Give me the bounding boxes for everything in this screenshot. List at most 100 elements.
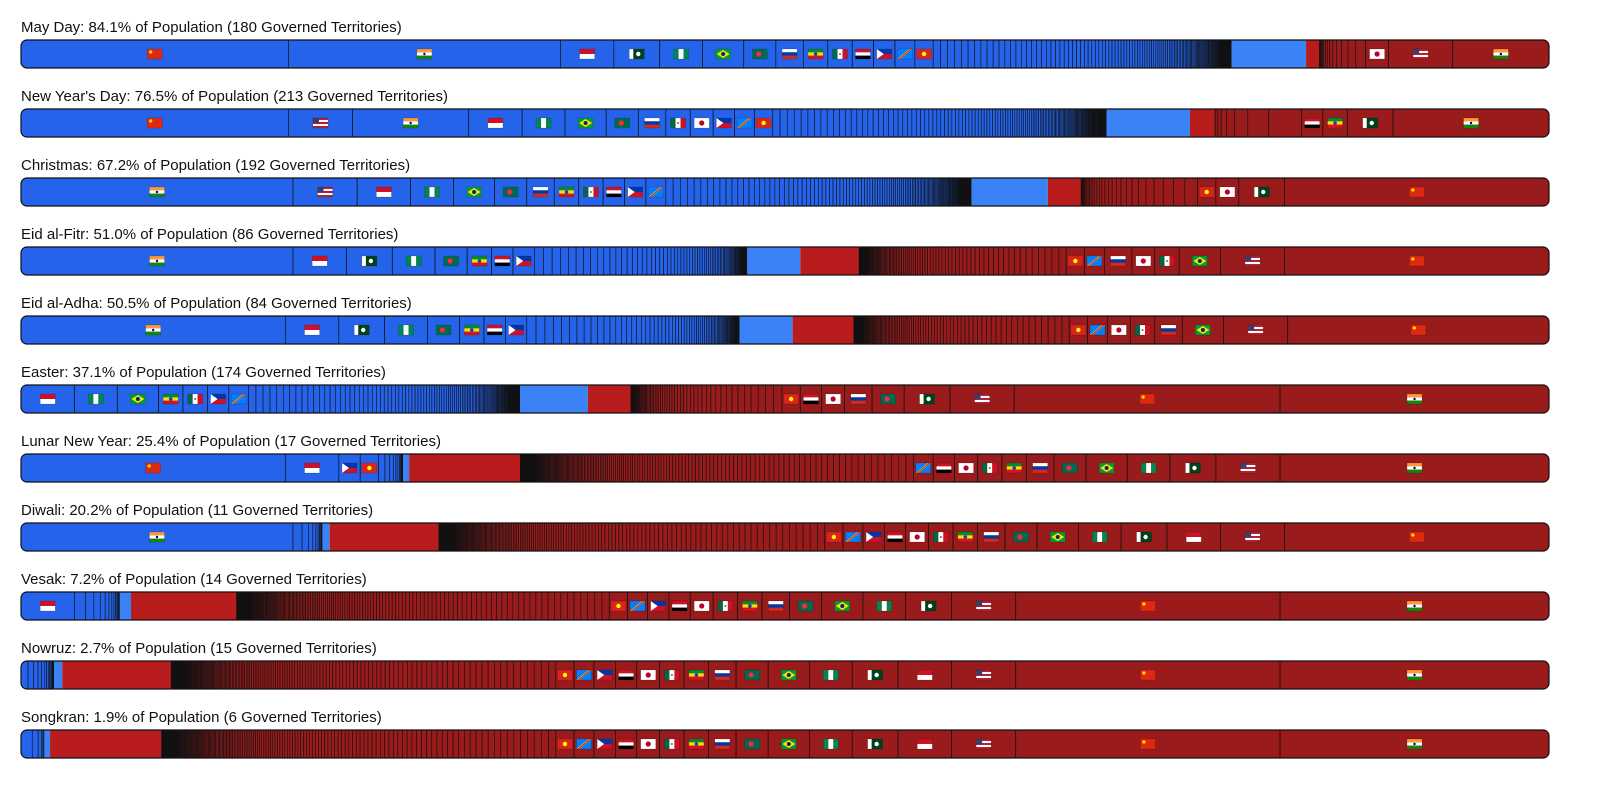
minor-territory-segment — [568, 247, 577, 275]
russia-flag-icon — [850, 393, 867, 405]
ethiopia-flag-icon — [1006, 462, 1022, 474]
minor-territory-segment — [591, 523, 596, 551]
minor-territory-segment — [908, 316, 912, 344]
minor-territory-segment — [382, 592, 387, 620]
minor-territory-segment — [839, 178, 844, 206]
minor-territory-segment — [772, 109, 781, 137]
minor-territory-segment — [663, 247, 668, 275]
minor-territory-segment — [587, 592, 596, 620]
minor-territory-segment — [391, 385, 396, 413]
minor-territory-segment — [630, 454, 633, 482]
minor-territory-segment — [784, 178, 790, 206]
minor-territory-segment — [986, 40, 994, 68]
minor-territory-segment — [825, 178, 830, 206]
minor-territory-segment — [364, 592, 369, 620]
minor-territory-segment — [932, 247, 937, 275]
minor-territory-segment — [384, 454, 391, 482]
minor-territory-segment — [1063, 40, 1069, 68]
minor-territory-segment — [763, 523, 771, 551]
minor-territory-segment — [639, 454, 643, 482]
egypt-flag-icon — [671, 600, 688, 612]
china-flag-icon — [1409, 186, 1425, 198]
remaining-territories-block — [54, 661, 63, 689]
minor-territory-segment — [949, 316, 955, 344]
minor-territory-segment — [560, 592, 568, 620]
minor-territory-segment — [427, 592, 433, 620]
minor-territory-segment — [1226, 109, 1235, 137]
minor-territory-segment — [341, 730, 346, 758]
minor-territory-segment — [506, 730, 515, 758]
minor-territory-segment — [348, 730, 353, 758]
minor-territory-segment — [671, 385, 675, 413]
minor-territory-segment — [337, 730, 342, 758]
minor-territory-segment — [248, 385, 257, 413]
minor-territory-segment — [1173, 178, 1186, 206]
dr-congo-flag-icon — [1089, 324, 1106, 336]
minor-territory-segment — [702, 454, 707, 482]
minor-territory-segment — [342, 592, 346, 620]
minor-territory-segment — [475, 730, 483, 758]
russia-flag-icon — [1110, 255, 1126, 267]
india-flag-icon — [149, 255, 165, 267]
minor-territory-segment — [384, 661, 390, 689]
minor-territory-segment — [520, 661, 528, 689]
minor-territory-segment — [1031, 247, 1039, 275]
minor-territory-segment — [37, 661, 42, 689]
minor-territory-segment — [601, 592, 610, 620]
nigeria-flag-icon — [876, 600, 893, 612]
minor-territory-segment — [670, 247, 675, 275]
minor-territory-segment — [1142, 40, 1146, 68]
bar-outline — [20, 384, 1550, 414]
minor-territory-segment — [535, 592, 543, 620]
minor-territory-segment — [265, 730, 269, 758]
minor-territory-segment — [951, 109, 956, 137]
minor-territory-segment — [310, 661, 315, 689]
nigeria-flag-icon — [405, 255, 422, 267]
pakistan-flag-icon — [919, 393, 935, 405]
minor-territory-segment — [706, 385, 712, 413]
japan-flag-icon — [825, 393, 841, 405]
bangladesh-flag-icon — [435, 324, 452, 336]
minor-territory-segment — [957, 316, 962, 344]
minor-territory-segment — [590, 247, 598, 275]
minor-territory-segment — [954, 40, 962, 68]
china-flag-icon — [1410, 324, 1427, 336]
minor-territory-segment — [986, 109, 991, 137]
minor-territory-segment — [797, 178, 803, 206]
mexico-flag-icon — [187, 393, 203, 405]
bangladesh-flag-icon — [797, 600, 814, 612]
minor-territory-segment — [646, 247, 652, 275]
minor-territory-segment — [701, 385, 707, 413]
minor-territory-segment — [321, 730, 326, 758]
minor-territory-segment — [1068, 40, 1073, 68]
minor-territory-segment — [276, 385, 284, 413]
minor-territory-segment — [1041, 316, 1049, 344]
mexico-flag-icon — [583, 186, 599, 198]
minor-territory-segment — [284, 661, 288, 689]
egypt-flag-icon — [618, 669, 634, 681]
bangladesh-flag-icon — [443, 255, 459, 267]
minor-territory-segment — [457, 592, 463, 620]
minor-territory-segment — [367, 730, 373, 758]
minor-territory-segment — [678, 454, 683, 482]
mexico-flag-icon — [664, 738, 680, 750]
minor-territory-segment — [582, 523, 587, 551]
minor-territory-segment — [979, 247, 985, 275]
minor-territory-segment — [322, 661, 327, 689]
philippines-flag-icon — [210, 393, 226, 405]
minor-territory-segment — [308, 730, 313, 758]
minor-territory-segment — [541, 592, 549, 620]
minor-territory-segment — [773, 454, 780, 482]
minor-territory-segment — [917, 316, 922, 344]
minor-territory-segment — [481, 661, 489, 689]
pakistan-flag-icon — [629, 48, 645, 60]
minor-territory-segment — [289, 385, 297, 413]
minor-territory-segment — [705, 523, 712, 551]
minor-territory-segment — [311, 730, 316, 758]
minor-territory-segment — [540, 661, 549, 689]
minor-territory-segment — [902, 109, 908, 137]
minor-territory-segment — [299, 661, 303, 689]
minor-territory-segment — [814, 178, 819, 206]
minor-territory-segment — [537, 523, 541, 551]
minor-territory-segment — [255, 730, 258, 758]
